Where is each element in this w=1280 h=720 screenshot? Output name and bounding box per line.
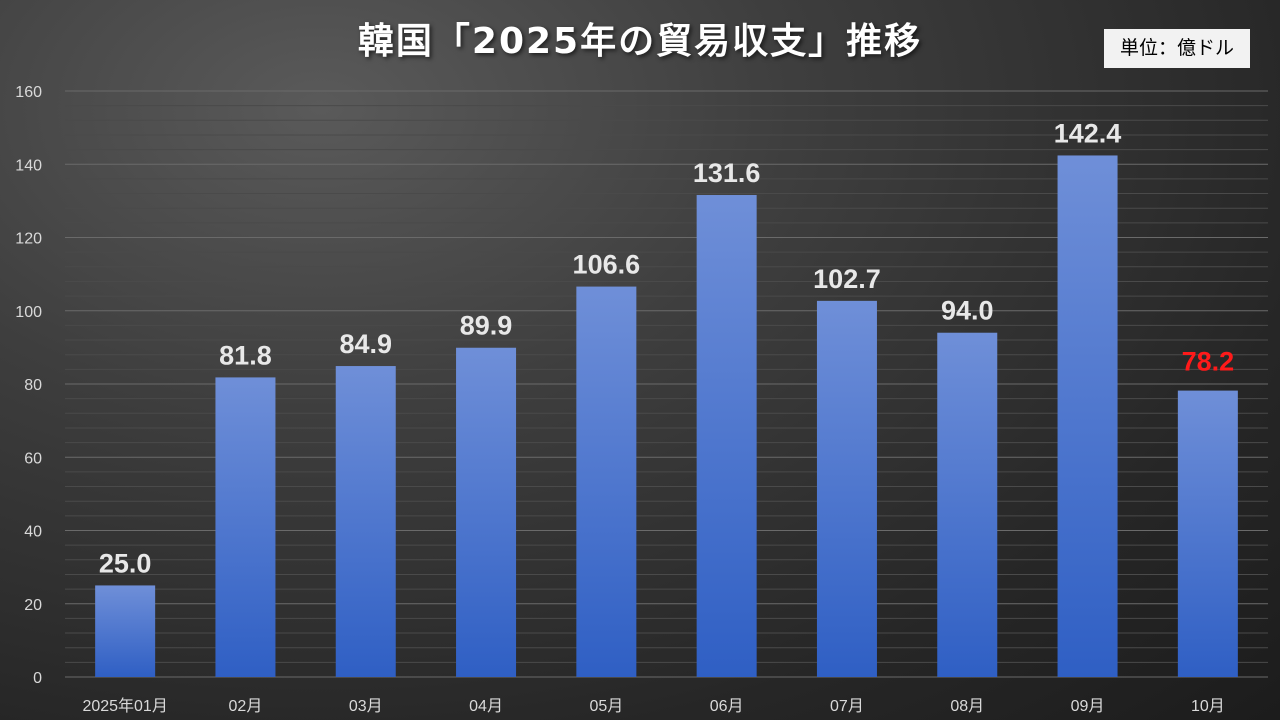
data-label: 78.2 [1182, 347, 1235, 377]
x-tick-label: 06月 [710, 698, 744, 715]
bar [576, 286, 637, 677]
unit-label: 単位：億ドル [1104, 29, 1250, 68]
data-label: 102.7 [813, 264, 881, 294]
bar [1177, 390, 1238, 677]
bar [215, 377, 276, 677]
data-label: 89.9 [460, 311, 513, 341]
bar [696, 195, 757, 677]
y-tick-label: 40 [24, 524, 42, 541]
y-axis: 0 20 40 60 80 100 120 140 160 [15, 84, 42, 687]
x-tick-label: 10月 [1191, 698, 1225, 715]
x-axis: 2025年01月 02月 03月 04月 05月 06月 07月 08月 09月 10月 [82, 697, 1224, 715]
y-tick-label: 60 [24, 450, 42, 467]
data-label: 131.6 [693, 158, 761, 188]
x-tick-label: 07月 [830, 698, 864, 715]
data-label: 106.6 [573, 250, 641, 280]
x-tick-label: 2025年01月 [82, 697, 167, 715]
y-tick-label: 120 [15, 231, 42, 248]
y-tick-label: 140 [15, 157, 42, 174]
x-tick-label: 05月 [589, 698, 623, 715]
bar [1057, 155, 1118, 677]
x-tick-label: 02月 [229, 698, 263, 715]
bars [95, 155, 1238, 677]
data-label: 142.4 [1054, 118, 1122, 148]
y-tick-label: 160 [15, 84, 42, 101]
x-tick-label: 04月 [469, 698, 503, 715]
y-tick-label: 20 [24, 597, 42, 614]
x-tick-label: 09月 [1071, 698, 1105, 715]
chart-title: 韓国「2025年の貿易収支」推移 [357, 21, 923, 62]
bar [335, 366, 396, 677]
bar [456, 347, 517, 677]
y-tick-label: 100 [15, 304, 42, 321]
data-label: 25.0 [99, 548, 152, 578]
y-tick-label: 0 [33, 670, 42, 687]
data-label: 81.8 [219, 340, 272, 370]
data-labels: 25.0 81.8 84.9 89.9 106.6 131.6 102.7 94.0 142.4… [99, 118, 1234, 578]
x-tick-label: 03月 [349, 698, 383, 715]
data-label: 94.0 [941, 296, 994, 326]
bar [816, 300, 877, 677]
data-label: 84.9 [339, 329, 392, 359]
y-tick-label: 80 [24, 377, 42, 394]
bar [95, 585, 156, 677]
bar [937, 332, 998, 677]
x-tick-label: 08月 [950, 698, 984, 715]
